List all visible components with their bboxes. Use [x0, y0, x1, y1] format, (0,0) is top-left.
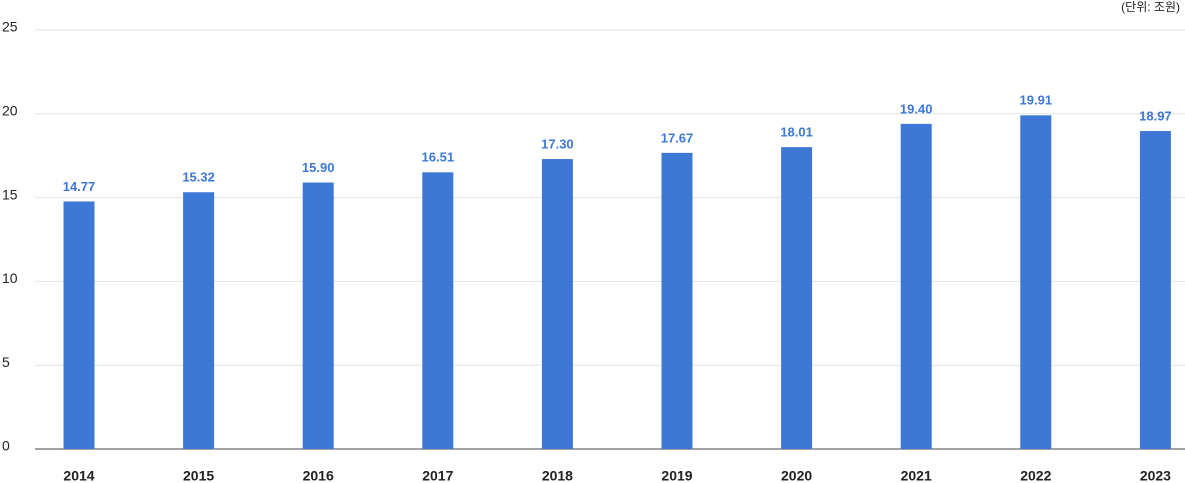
x-tick-label: 2018 — [542, 468, 573, 483]
x-tick-label: 2016 — [303, 468, 334, 483]
value-label: 14.77 — [63, 179, 96, 194]
bar — [302, 182, 334, 450]
y-tick-label: 25 — [2, 19, 18, 35]
bar — [1139, 131, 1171, 449]
value-label: 19.91 — [1020, 93, 1053, 108]
y-tick-label: 5 — [2, 354, 10, 370]
x-tick-label: 2019 — [661, 468, 692, 483]
bar — [900, 123, 932, 449]
x-tick-label: 2015 — [183, 468, 214, 483]
bar — [1020, 115, 1052, 449]
y-tick-label: 0 — [2, 438, 10, 454]
y-tick-label: 20 — [2, 103, 18, 119]
value-label: 16.51 — [422, 150, 455, 165]
y-tick-label: 15 — [2, 186, 18, 202]
value-label: 17.67 — [661, 130, 694, 145]
x-tick-label: 2017 — [422, 468, 453, 483]
x-tick-label: 2020 — [781, 468, 812, 483]
bar — [541, 159, 573, 449]
value-label: 18.97 — [1139, 109, 1172, 124]
bar — [781, 147, 813, 449]
value-label: 18.01 — [780, 125, 813, 140]
bar — [183, 192, 215, 449]
x-tick-label: 2023 — [1140, 468, 1171, 483]
bar — [661, 152, 693, 449]
unit-label: (단위: 조원) — [1121, 0, 1180, 14]
x-tick-label: 2014 — [63, 468, 94, 483]
value-label: 17.30 — [541, 136, 574, 151]
x-tick-label: 2021 — [901, 468, 932, 483]
bar — [422, 172, 454, 449]
value-label: 15.32 — [182, 170, 215, 185]
x-tick-label: 2022 — [1020, 468, 1051, 483]
bar — [63, 201, 95, 449]
value-label: 19.40 — [900, 101, 933, 116]
y-tick-label: 10 — [2, 270, 18, 286]
value-label: 15.90 — [302, 160, 335, 175]
